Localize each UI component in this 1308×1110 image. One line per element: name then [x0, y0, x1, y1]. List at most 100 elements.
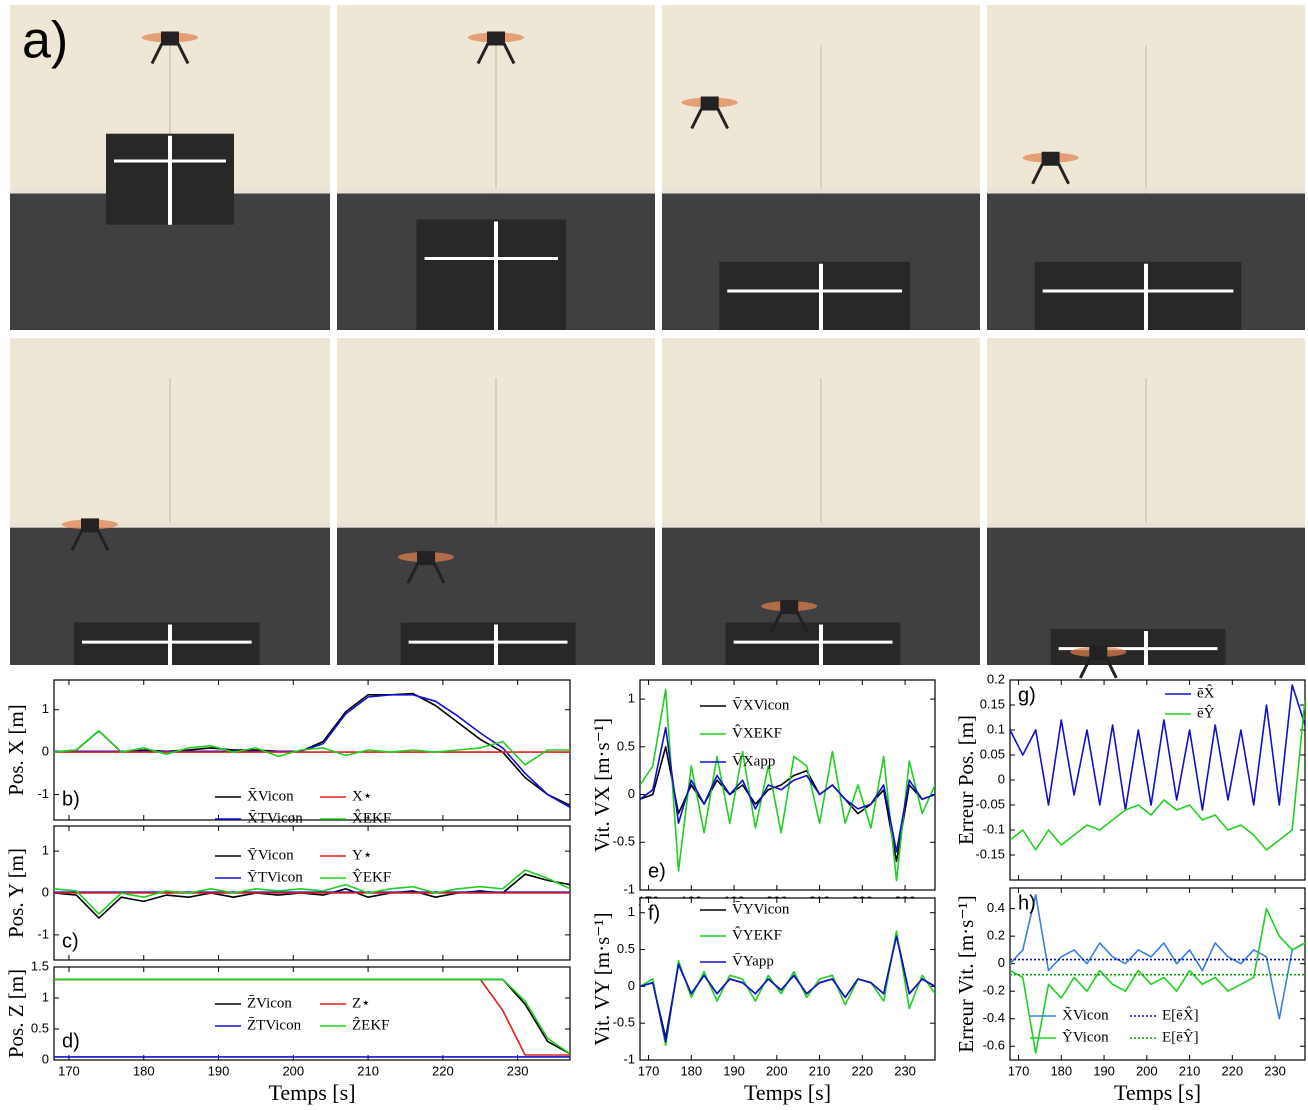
- landing-plate: [1050, 629, 1226, 665]
- legend-label: V̄Yapp: [732, 953, 774, 969]
- y-axis-label: Vit. VX [m·s⁻¹]: [590, 718, 614, 852]
- legend-label: X̄TVicon: [247, 810, 303, 826]
- drone-leg: [176, 42, 190, 65]
- y-axis-label: Pos. X [m]: [4, 704, 28, 796]
- y-tick-label: 0.4: [987, 900, 1005, 915]
- legend-label: Z⋆: [352, 995, 371, 1011]
- drone-leg: [769, 611, 783, 633]
- x-tick-label: 170: [58, 1063, 80, 1078]
- legend-label: ēX̂: [1197, 685, 1215, 702]
- series-line: [640, 726, 935, 853]
- legend-label: E[ēŶ]: [1162, 1028, 1199, 1045]
- legend-label: ȲTVicon: [247, 869, 303, 885]
- legend-label: ŶEKF: [352, 868, 391, 885]
- series-line: [640, 688, 935, 882]
- legend-label: Z̄Vicon: [247, 995, 292, 1011]
- drone-leg: [795, 611, 809, 633]
- drone-leg: [96, 529, 110, 552]
- y-tick-label: 0.1: [987, 721, 1005, 736]
- drone-body: [700, 96, 719, 111]
- y-tick-label: 0: [42, 744, 49, 759]
- photo: [337, 5, 655, 330]
- landing-plate: [74, 622, 260, 665]
- y-tick-label: 0: [998, 771, 1005, 786]
- y-tick-label: 0.5: [31, 1020, 49, 1035]
- y-tick-label: -0.05: [975, 796, 1005, 811]
- panel-label: g): [1018, 684, 1036, 706]
- y-tick-label: 1: [42, 989, 49, 1004]
- y-tick-label: -1: [623, 881, 635, 896]
- y-tick-label: 0: [628, 786, 635, 801]
- drone-leg: [502, 42, 516, 65]
- y-tick-label: -0.5: [613, 834, 635, 849]
- legend-label: V̄Xapp: [732, 753, 775, 769]
- x-tick-label: 220: [851, 1063, 873, 1078]
- photo: [987, 5, 1305, 330]
- drone-leg: [1031, 163, 1044, 185]
- panel-label: a): [22, 12, 68, 70]
- y-tick-label: 0: [628, 978, 635, 993]
- legend-label: X⋆: [352, 788, 372, 804]
- drone-body: [81, 518, 99, 533]
- landing-plate: [719, 261, 911, 330]
- x-tick-label: 180: [680, 1063, 702, 1078]
- plot-frame: [1009, 679, 1306, 881]
- drone-body: [1089, 645, 1108, 660]
- x-axis-label: Temps [s]: [268, 1080, 355, 1105]
- y-tick-label: -0.15: [975, 846, 1005, 861]
- series-line: [54, 869, 570, 915]
- landing-plate: [725, 622, 901, 665]
- drone-leg: [476, 42, 490, 65]
- drone-leg: [406, 562, 420, 584]
- x-tick-label: 200: [1136, 1063, 1158, 1078]
- x-tick-label: 170: [638, 1063, 660, 1078]
- x-tick-label: 220: [432, 1063, 454, 1078]
- y-tick-label: 0.5: [617, 941, 635, 956]
- y-tick-label: 0.2: [987, 671, 1005, 686]
- legend-label: V̂XEKF: [732, 725, 782, 742]
- x-tick-label: 230: [894, 1063, 916, 1078]
- y-axis-label: Erreur Vit. [m·s⁻¹]: [954, 895, 978, 1052]
- plot-frame: [639, 897, 936, 1061]
- x-tick-label: 200: [282, 1063, 304, 1078]
- x-axis-label: Temps [s]: [1114, 1080, 1201, 1105]
- panel-label: b): [62, 788, 80, 810]
- series-line: [54, 978, 570, 1055]
- drone-leg: [1104, 657, 1118, 679]
- photo: [987, 338, 1305, 679]
- photo: [10, 5, 330, 330]
- photo: [10, 338, 330, 665]
- plot-frame: [53, 966, 571, 1061]
- legend-label: V̂YEKF: [732, 927, 782, 944]
- series-line: [54, 873, 570, 919]
- photo: [337, 338, 655, 665]
- drone-leg: [716, 107, 730, 130]
- panel-label: f): [648, 902, 660, 924]
- drone-leg: [1078, 657, 1092, 679]
- y-tick-label: -1: [623, 1051, 635, 1066]
- panel-label: e): [648, 860, 666, 882]
- series-line: [1010, 907, 1305, 1054]
- y-tick-label: -0.1: [983, 821, 1005, 836]
- y-tick-label: -0.2: [983, 983, 1005, 998]
- legend-label: X̂EKF: [352, 810, 391, 827]
- legend-label: Z̄TVicon: [247, 1017, 302, 1033]
- legend-label: E[ēX̂]: [1162, 1007, 1199, 1024]
- x-tick-label: 210: [809, 1063, 831, 1078]
- x-tick-label: 190: [723, 1063, 745, 1078]
- x-tick-label: 190: [208, 1063, 230, 1078]
- drone-body: [1041, 151, 1060, 166]
- y-axis-label: Pos. Y [m]: [4, 848, 28, 938]
- x-tick-label: 230: [1264, 1063, 1286, 1078]
- drone-leg: [1057, 163, 1070, 185]
- y-tick-label: 0.15: [980, 696, 1005, 711]
- legend-label: V̄YVicon: [732, 901, 790, 917]
- drone-leg: [150, 42, 164, 65]
- series-line: [1010, 684, 1305, 811]
- drone-body: [487, 31, 505, 46]
- x-tick-label: 180: [133, 1063, 155, 1078]
- x-tick-label: 230: [507, 1063, 529, 1078]
- series-line: [1010, 699, 1305, 851]
- y-tick-label: 1: [628, 904, 635, 919]
